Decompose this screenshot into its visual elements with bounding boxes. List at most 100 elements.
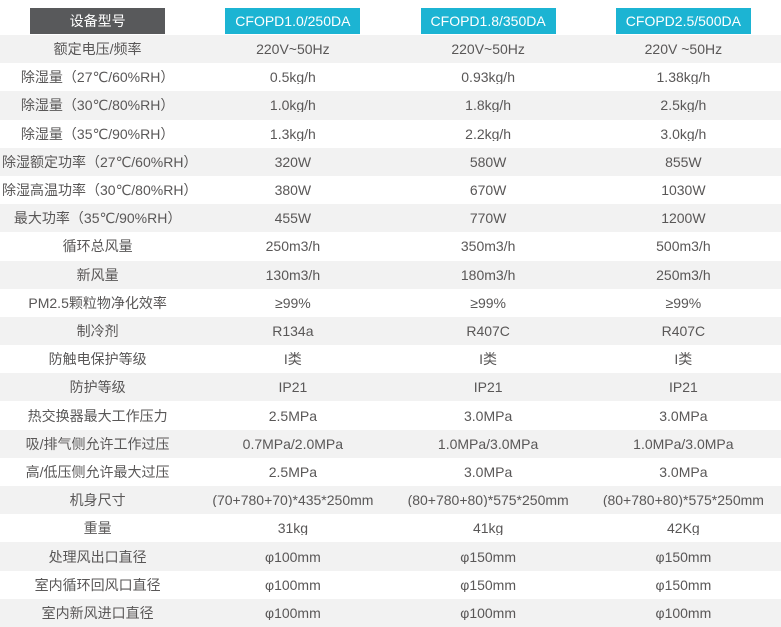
device-model-header-cell: 设备型号 — [0, 0, 195, 35]
row-label: 防触电保护等级 — [48, 352, 147, 367]
row-label: 处理风出口直径 — [48, 549, 147, 564]
row-label: 循环总风量 — [62, 239, 133, 254]
model-header-cell-1: CFOPD1.0/250DA — [195, 0, 390, 35]
row-value: 220V~50Hz — [256, 42, 330, 57]
row-value: 1.3kg/h — [269, 126, 316, 141]
row-value: 220V~50Hz — [451, 42, 525, 57]
row-value: 1200W — [661, 211, 706, 226]
row-value: 0.5kg/h — [269, 70, 316, 85]
spec-row: 新风量 130m3/h 180m3/h 250m3/h — [0, 260, 781, 289]
spec-row: 机身尺寸 (70+780+70)*435*250mm (80+780+80)*5… — [0, 486, 781, 515]
row-value: 3.0MPa — [464, 408, 513, 423]
row-value: 3.0MPa — [464, 464, 513, 479]
spec-row: 除湿额定功率（27℃/60%RH） 320W 580W 855W — [0, 147, 781, 176]
row-value: 1.0MPa/3.0MPa — [437, 436, 539, 451]
model-header-cell-2: CFOPD1.8/350DA — [391, 0, 586, 35]
row-value: φ150mm — [655, 577, 712, 592]
row-value: R407C — [466, 323, 510, 338]
row-label: 除湿高温功率（30℃/80%RH） — [2, 183, 196, 198]
model-header-1: CFOPD1.0/250DA — [225, 8, 361, 34]
row-label: 制冷剂 — [76, 323, 119, 338]
row-label: 室内循环回风口直径 — [34, 577, 161, 592]
row-value: 380W — [274, 183, 312, 198]
row-label: 机身尺寸 — [69, 493, 126, 508]
row-value: I类 — [479, 352, 498, 367]
spec-table-body: 额定电压/频率 220V~50Hz 220V~50Hz 220V ~50Hz 除… — [0, 35, 781, 627]
row-value: 320W — [274, 154, 312, 169]
row-value: 3.0kg/h — [660, 126, 707, 141]
row-label: 新风量 — [76, 267, 119, 282]
device-model-header: 设备型号 — [30, 8, 166, 34]
row-label: 除湿量（35℃/90%RH） — [20, 126, 175, 141]
spec-row: 重量 31kg 41kg 42Kg — [0, 514, 781, 542]
row-value: 31kg — [277, 521, 309, 536]
row-value: 580W — [469, 154, 507, 169]
row-value: 770W — [469, 211, 507, 226]
row-value: R134a — [272, 323, 314, 338]
spec-row: 室内循环回风口直径 φ100mm φ150mm φ150mm — [0, 571, 781, 599]
row-value: φ100mm — [264, 577, 321, 592]
row-value: 2.5MPa — [268, 464, 317, 479]
model-header-3: CFOPD2.5/500DA — [615, 8, 751, 34]
row-value: φ100mm — [460, 605, 516, 620]
row-value: φ100mm — [655, 605, 712, 620]
row-value: IP21 — [278, 380, 308, 395]
row-value: φ150mm — [655, 549, 712, 564]
row-value: 0.7MPa/2.0MPa — [242, 436, 344, 451]
row-value: 130m3/h — [265, 267, 321, 282]
row-value: φ150mm — [460, 577, 516, 592]
spec-row: 处理风出口直径 φ100mm φ150mm φ150mm — [0, 542, 781, 571]
model-header-cell-3: CFOPD2.5/500DA — [586, 0, 781, 35]
spec-table-header-row: 设备型号 CFOPD1.0/250DA CFOPD1.8/350DA CFOPD… — [0, 0, 781, 35]
spec-row: 除湿量（27℃/60%RH） 0.5kg/h 0.93kg/h 1.38kg/h — [0, 63, 781, 91]
row-value: 250m3/h — [265, 239, 321, 254]
row-label: 吸/排气侧允许工作过压 — [25, 436, 170, 451]
spec-row: 吸/排气侧允许工作过压 0.7MPa/2.0MPa 1.0MPa/3.0MPa … — [0, 429, 781, 458]
row-value: 1.8kg/h — [465, 98, 512, 113]
row-label: 高/低压侧允许最大过压 — [25, 464, 170, 479]
spec-row: 除湿量（30℃/80%RH） 1.0kg/h 1.8kg/h 2.5kg/h — [0, 91, 781, 120]
row-value: ≥99% — [470, 295, 506, 310]
spec-row: 高/低压侧允许最大过压 2.5MPa 3.0MPa 3.0MPa — [0, 458, 781, 486]
model-header-2: CFOPD1.8/350DA — [420, 8, 556, 34]
row-value: (80+780+80)*575*250mm — [407, 493, 569, 508]
row-value: (70+780+70)*435*250mm — [212, 493, 374, 508]
row-label: PM2.5颗粒物净化效率 — [28, 295, 167, 310]
row-value: (80+780+80)*575*250mm — [602, 493, 764, 508]
row-label: 额定电压/频率 — [53, 42, 142, 57]
row-value: 1.0MPa/3.0MPa — [633, 436, 734, 451]
row-value: 455W — [274, 211, 312, 226]
row-value: 42Kg — [667, 521, 700, 536]
row-value: ≥99% — [275, 295, 311, 310]
row-label: 防护等级 — [69, 380, 126, 395]
row-value: 670W — [469, 183, 507, 198]
row-label: 最大功率（35℃/90%RH） — [13, 211, 182, 226]
row-label: 室内新风进口直径 — [41, 605, 154, 620]
row-label: 除湿量（30℃/80%RH） — [20, 98, 175, 113]
row-label: 重量 — [83, 521, 112, 536]
row-value: φ100mm — [264, 605, 321, 620]
row-value: I类 — [283, 352, 302, 367]
spec-row: 最大功率（35℃/90%RH） 455W 770W 1200W — [0, 204, 781, 233]
row-label: 除湿额定功率（27℃/60%RH） — [2, 154, 196, 169]
row-value: 250m3/h — [656, 267, 711, 282]
row-value: I类 — [674, 352, 693, 367]
row-value: φ150mm — [460, 549, 516, 564]
row-value: 855W — [665, 154, 702, 169]
row-value: 3.0MPa — [659, 408, 708, 423]
spec-row: 室内新风进口直径 φ100mm φ100mm φ100mm — [0, 598, 781, 627]
row-value: 220V ~50Hz — [644, 42, 723, 57]
spec-row: 除湿量（35℃/90%RH） 1.3kg/h 2.2kg/h 3.0kg/h — [0, 120, 781, 148]
row-value: 1030W — [661, 183, 706, 198]
spec-row: 防触电保护等级 I类 I类 I类 — [0, 345, 781, 373]
spec-row: 制冷剂 R134a R407C R407C — [0, 316, 781, 346]
row-value: 500m3/h — [656, 239, 711, 254]
spec-row: 热交换器最大工作压力 2.5MPa 3.0MPa 3.0MPa — [0, 401, 781, 429]
row-label: 除湿量（27℃/60%RH） — [20, 70, 175, 85]
row-value: 2.5MPa — [268, 408, 317, 423]
spec-row: 循环总风量 250m3/h 350m3/h 500m3/h — [0, 232, 781, 260]
row-value: 1.38kg/h — [656, 70, 711, 85]
row-value: IP21 — [668, 380, 698, 395]
spec-row: 防护等级 IP21 IP21 IP21 — [0, 373, 781, 402]
